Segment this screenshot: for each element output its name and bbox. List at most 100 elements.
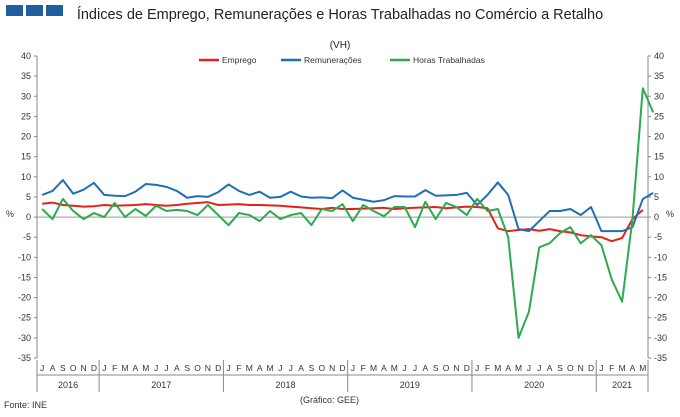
- month-tick-label: S: [557, 363, 563, 373]
- chart-title: Índices de Emprego, Remunerações e Horas…: [76, 7, 604, 23]
- month-tick-label: J: [40, 363, 44, 373]
- month-tick-label: A: [50, 363, 56, 373]
- logo-block-3: [46, 5, 63, 16]
- month-tick-label: J: [599, 363, 603, 373]
- year-label: 2018: [276, 380, 296, 390]
- month-tick-label: M: [639, 363, 646, 373]
- month-tick-label: N: [81, 363, 87, 373]
- year-label: 2016: [58, 380, 78, 390]
- month-tick-label: M: [494, 363, 501, 373]
- y-tick-label-right: 20: [654, 132, 664, 142]
- month-tick-label: M: [515, 363, 522, 373]
- y-tick-label-right: 0: [654, 212, 659, 222]
- y-tick-label-right: -10: [654, 252, 667, 262]
- month-tick-label: F: [485, 363, 490, 373]
- chart-subtitle: (VH): [329, 40, 351, 51]
- y-tick-label-right: -35: [654, 353, 667, 363]
- legend-label-2: Remunerações: [304, 55, 362, 65]
- month-tick-label: A: [423, 363, 429, 373]
- month-tick-label: M: [619, 363, 626, 373]
- year-label: 2020: [524, 380, 544, 390]
- month-tick-label: M: [246, 363, 253, 373]
- series-line-2: [41, 179, 654, 233]
- y-tick-label-right: -5: [654, 232, 662, 242]
- year-label: 2017: [151, 380, 171, 390]
- month-tick-label: D: [464, 363, 470, 373]
- y-tick-label-left: -10: [18, 252, 31, 262]
- y-tick-label-right: 5: [654, 192, 659, 202]
- y-axis-label-left: %: [6, 209, 14, 219]
- month-tick-label: S: [309, 363, 315, 373]
- month-tick-label: F: [609, 363, 614, 373]
- month-tick-label: J: [537, 363, 541, 373]
- month-tick-label: A: [257, 363, 263, 373]
- month-tick-label: D: [91, 363, 97, 373]
- y-tick-label-right: -20: [654, 293, 667, 303]
- y-tick-label-left: -30: [18, 333, 31, 343]
- month-tick-label: N: [578, 363, 584, 373]
- month-tick-label: M: [266, 363, 273, 373]
- y-tick-label-right: -15: [654, 272, 667, 282]
- y-tick-label-right: -25: [654, 313, 667, 323]
- month-tick-label: A: [630, 363, 636, 373]
- month-tick-label: O: [567, 363, 574, 373]
- y-tick-label-left: -25: [18, 313, 31, 323]
- y-tick-label-left: 0: [26, 212, 31, 222]
- month-tick-label: F: [361, 363, 366, 373]
- month-tick-label: O: [443, 363, 450, 373]
- month-tick-label: J: [351, 363, 355, 373]
- month-tick-label: O: [194, 363, 201, 373]
- y-tick-label-left: 10: [21, 172, 31, 182]
- y-tick-label-left: 20: [21, 132, 31, 142]
- y-tick-label-right: 25: [654, 111, 664, 121]
- month-tick-label: A: [174, 363, 180, 373]
- y-tick-label-left: -15: [18, 272, 31, 282]
- month-tick-label: N: [329, 363, 335, 373]
- legend-label-3: Horas Trabalhadas: [413, 55, 485, 65]
- month-tick-label: M: [142, 363, 149, 373]
- logo-block-2: [26, 5, 43, 16]
- y-tick-label-left: -35: [18, 353, 31, 363]
- year-label: 2019: [400, 380, 420, 390]
- month-tick-label: A: [133, 363, 139, 373]
- month-tick-label: J: [278, 363, 282, 373]
- month-tick-label: J: [527, 363, 531, 373]
- month-tick-label: O: [318, 363, 325, 373]
- logo-block-1: [6, 5, 23, 16]
- month-tick-label: A: [547, 363, 553, 373]
- month-tick-label: J: [154, 363, 158, 373]
- y-tick-label-left: 40: [21, 51, 31, 61]
- y-tick-label-left: 15: [21, 152, 31, 162]
- month-tick-label: N: [453, 363, 459, 373]
- y-tick-label-left: 30: [21, 91, 31, 101]
- month-tick-label: A: [381, 363, 387, 373]
- month-tick-label: S: [433, 363, 439, 373]
- month-tick-label: D: [339, 363, 345, 373]
- y-tick-label-right: 10: [654, 172, 664, 182]
- month-tick-label: A: [505, 363, 511, 373]
- y-tick-label-right: 40: [654, 51, 664, 61]
- month-tick-label: M: [121, 363, 128, 373]
- month-tick-label: S: [184, 363, 190, 373]
- month-tick-label: F: [236, 363, 241, 373]
- y-tick-label-left: -5: [23, 232, 31, 242]
- series-line-3: [41, 87, 655, 339]
- y-tick-label-left: 35: [21, 71, 31, 81]
- month-tick-label: J: [475, 363, 479, 373]
- month-tick-label: M: [391, 363, 398, 373]
- y-tick-label-left: 25: [21, 111, 31, 121]
- ine-logo: [6, 5, 63, 16]
- y-tick-label-left: -20: [18, 293, 31, 303]
- month-tick-label: F: [112, 363, 117, 373]
- y-axis-label-right: %: [666, 209, 674, 219]
- month-tick-label: D: [588, 363, 594, 373]
- month-tick-label: J: [403, 363, 407, 373]
- y-tick-label-right: 35: [654, 71, 664, 81]
- month-tick-label: J: [413, 363, 417, 373]
- y-tick-label-right: 30: [654, 91, 664, 101]
- y-tick-label-left: 5: [26, 192, 31, 202]
- month-tick-label: M: [370, 363, 377, 373]
- month-tick-label: J: [289, 363, 293, 373]
- month-tick-label: O: [70, 363, 77, 373]
- source-label: Fonte: INE: [4, 400, 48, 410]
